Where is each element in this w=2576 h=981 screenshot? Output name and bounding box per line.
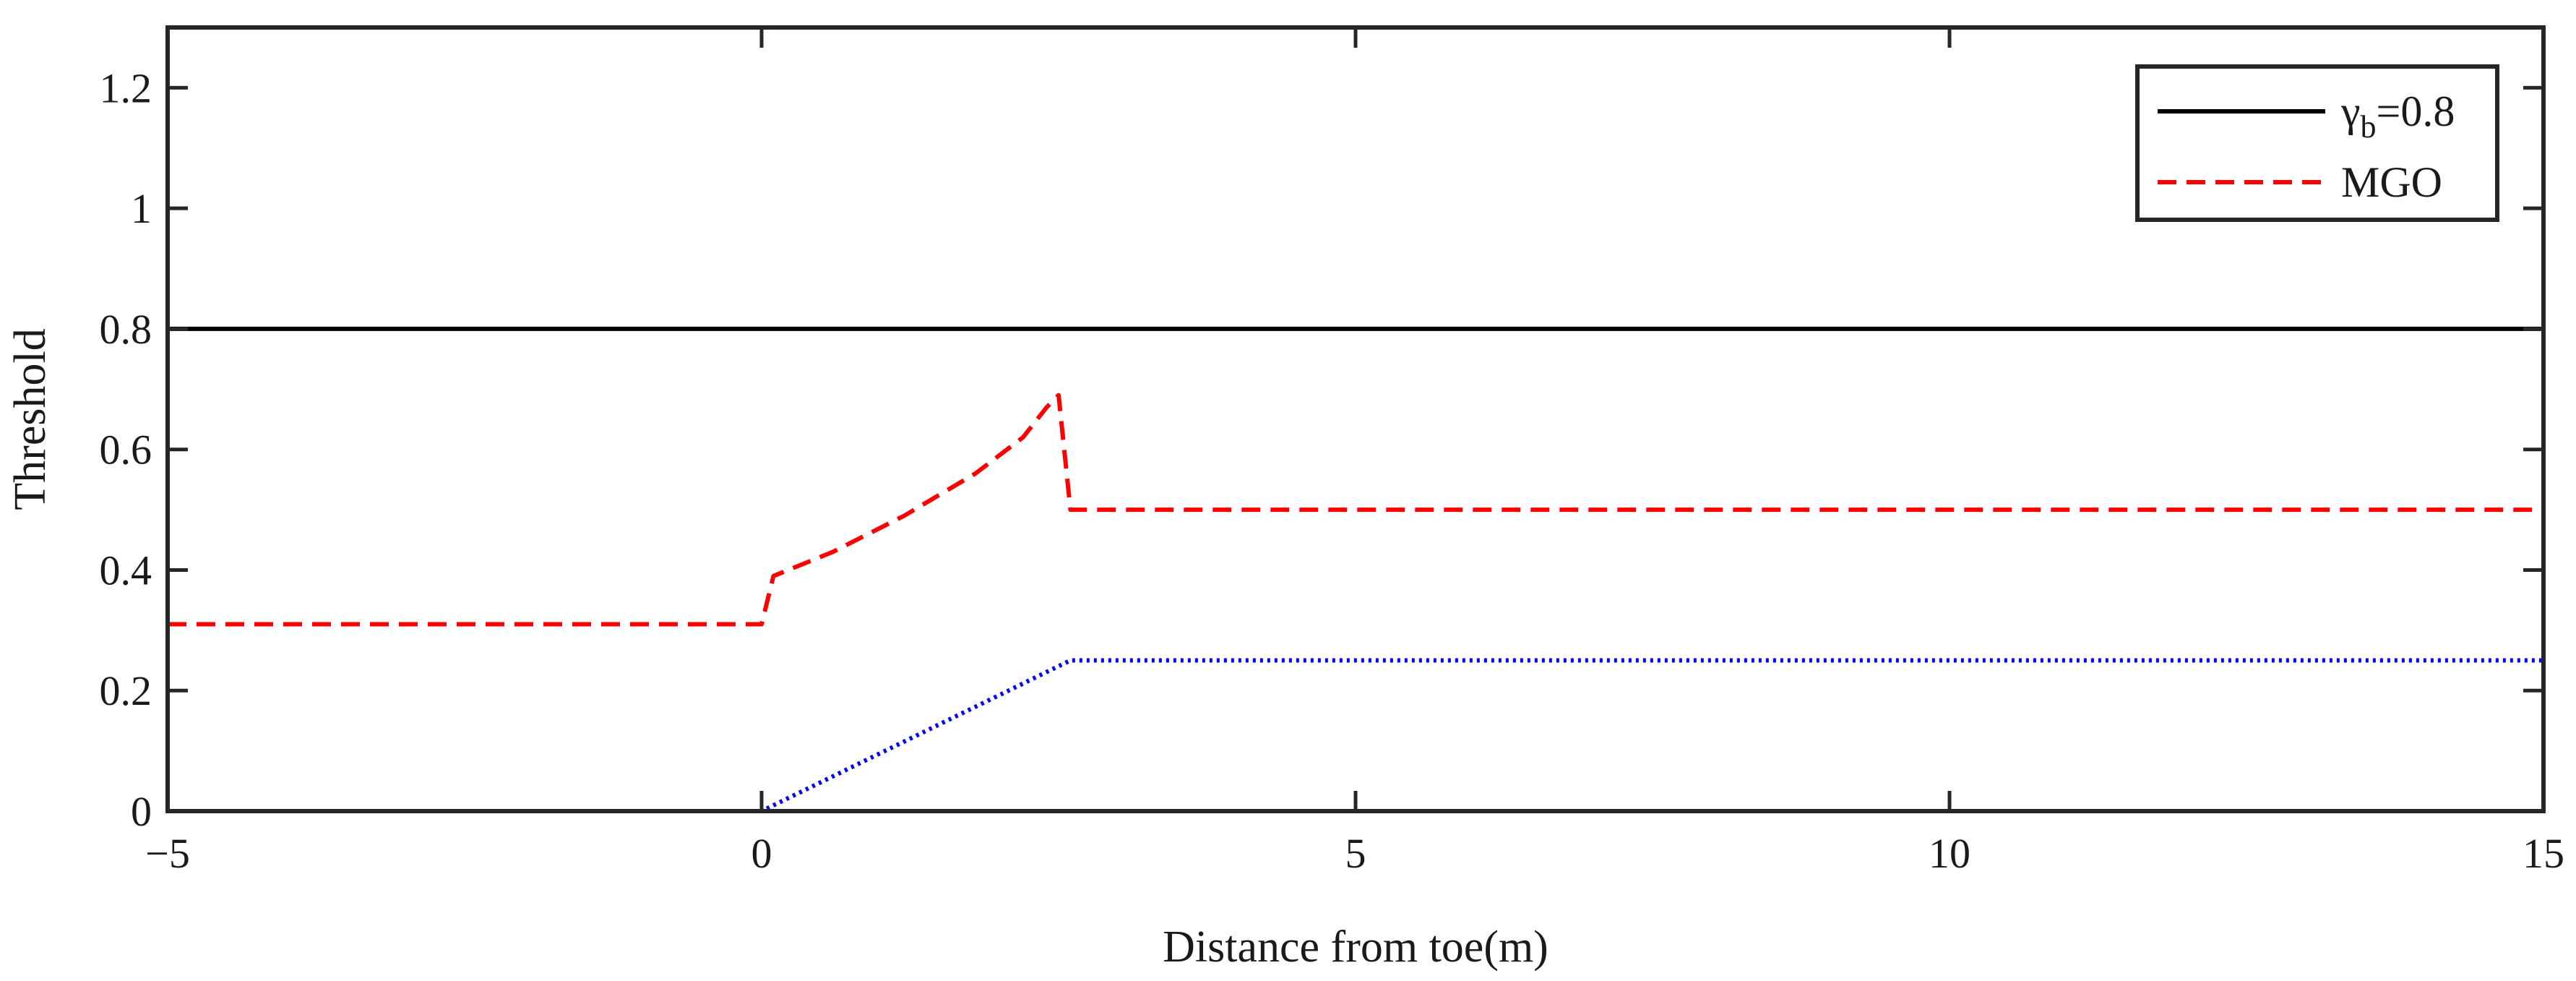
y-axis-title: Threshold <box>6 328 55 510</box>
y-tick-label: 0.4 <box>100 547 152 594</box>
y-tick-label: 0 <box>131 788 152 835</box>
y-tick-label: 0.2 <box>100 667 152 714</box>
y-tick-label: 1.2 <box>100 64 152 111</box>
legend-label-mgo: MGO <box>2341 158 2442 206</box>
y-tick-label: 1 <box>131 185 152 232</box>
x-tick-label: 5 <box>1345 830 1366 877</box>
x-tick-label: 10 <box>1929 830 1970 877</box>
x-tick-label: 0 <box>751 830 772 877</box>
legend: γb=0.8 MGO <box>2135 64 2499 222</box>
x-tick-label: 15 <box>2523 830 2564 877</box>
plot-frame <box>165 25 2546 813</box>
x-axis-title: Distance from toe(m) <box>1163 922 1548 972</box>
legend-box <box>2135 64 2499 222</box>
x-tick-label: −5 <box>145 830 190 877</box>
y-tick-label: 0.8 <box>100 306 152 353</box>
series-line-mgo <box>168 393 2543 627</box>
legend-label-gamma: γb=0.8 <box>2340 87 2455 145</box>
y-tick-label: 0.6 <box>100 427 152 474</box>
